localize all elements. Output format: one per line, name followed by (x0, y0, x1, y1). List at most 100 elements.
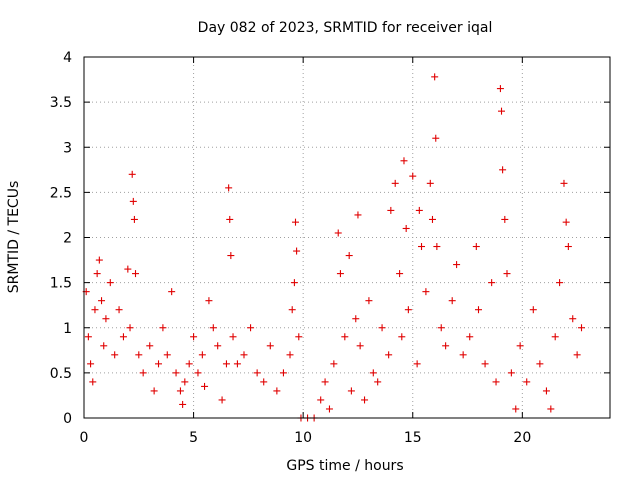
data-point (578, 324, 586, 332)
data-point (369, 369, 377, 377)
x-tick-label: 15 (404, 430, 422, 446)
data-point (409, 172, 417, 180)
data-point (432, 134, 440, 142)
y-tick-labels: 0 0.5 1 1.5 2 2.5 3 3.5 4 (50, 50, 72, 427)
y-tick-label: 4 (63, 50, 72, 66)
data-point (442, 342, 450, 350)
data-point (341, 333, 349, 341)
data-point (291, 218, 299, 226)
data-point (496, 85, 504, 93)
data-point (233, 360, 241, 368)
data-point (205, 297, 213, 305)
data-point (89, 378, 97, 386)
data-point (529, 306, 537, 314)
data-point (547, 405, 555, 413)
data-point (404, 306, 412, 314)
chart-title: Day 082 of 2023, SRMTID for receiver iqa… (198, 20, 493, 36)
y-tick-label: 2.5 (50, 185, 72, 201)
data-point (385, 351, 393, 359)
y-tick-label: 3 (63, 140, 72, 156)
y-axis-label: SRMTID / TECUs (6, 181, 22, 294)
data-point (448, 297, 456, 305)
data-point (132, 270, 140, 278)
data-point (503, 270, 511, 278)
data-point (400, 157, 408, 165)
y-tick-label: 3.5 (50, 95, 72, 111)
data-point (155, 360, 163, 368)
data-point (290, 279, 298, 287)
data-point (536, 360, 544, 368)
data-point (214, 342, 222, 350)
data-point (93, 270, 101, 278)
data-point (129, 197, 137, 205)
data-point (365, 297, 373, 305)
x-tick-label: 20 (513, 430, 531, 446)
data-point (146, 342, 154, 350)
data-point (542, 387, 550, 395)
data-point (488, 279, 496, 287)
data-point (562, 218, 570, 226)
data-point (507, 369, 515, 377)
data-point (378, 324, 386, 332)
data-point (225, 184, 233, 192)
axis-ticks (83, 56, 610, 419)
data-point (128, 170, 136, 178)
data-point (91, 306, 99, 314)
data-point (516, 342, 524, 350)
data-point (168, 288, 176, 296)
plot-frame (83, 56, 611, 419)
y-tick-label: 1.5 (50, 276, 72, 292)
data-point (286, 351, 294, 359)
data-point (163, 351, 171, 359)
data-point (472, 243, 480, 251)
data-point (106, 279, 114, 287)
y-tick-label: 2 (63, 231, 72, 247)
data-point (179, 400, 187, 408)
data-point (336, 270, 344, 278)
data-point (209, 324, 217, 332)
data-point (185, 360, 193, 368)
data-point (418, 243, 426, 251)
y-tick-label: 0 (63, 411, 72, 427)
data-point (556, 279, 564, 287)
data-point (226, 215, 234, 223)
data-point (227, 252, 235, 260)
data-point (139, 369, 147, 377)
data-points (82, 73, 586, 422)
data-point (573, 351, 581, 359)
data-point (266, 342, 274, 350)
data-point (428, 215, 436, 223)
data-point (492, 378, 500, 386)
data-point (398, 333, 406, 341)
data-point (273, 387, 281, 395)
data-point (222, 360, 230, 368)
data-point (459, 351, 467, 359)
data-point (288, 306, 296, 314)
data-point (150, 387, 158, 395)
gridlines (84, 57, 610, 418)
data-point (98, 297, 106, 305)
data-point (551, 333, 559, 341)
data-point (453, 261, 461, 269)
data-point (135, 351, 143, 359)
data-point (295, 333, 303, 341)
data-point (181, 378, 189, 386)
data-point (321, 378, 329, 386)
data-point (413, 360, 421, 368)
data-point (426, 179, 434, 187)
data-point (564, 243, 572, 251)
data-point (130, 215, 138, 223)
data-point (560, 179, 568, 187)
x-tick-label: 0 (80, 430, 89, 446)
data-point (201, 382, 209, 390)
data-point (387, 206, 395, 214)
data-point (431, 73, 439, 81)
data-point (347, 387, 355, 395)
data-point (523, 378, 531, 386)
data-point (569, 315, 577, 323)
x-tick-label: 10 (294, 430, 312, 446)
data-point (126, 324, 134, 332)
data-point (190, 333, 198, 341)
data-point (512, 405, 520, 413)
data-point (422, 288, 430, 296)
